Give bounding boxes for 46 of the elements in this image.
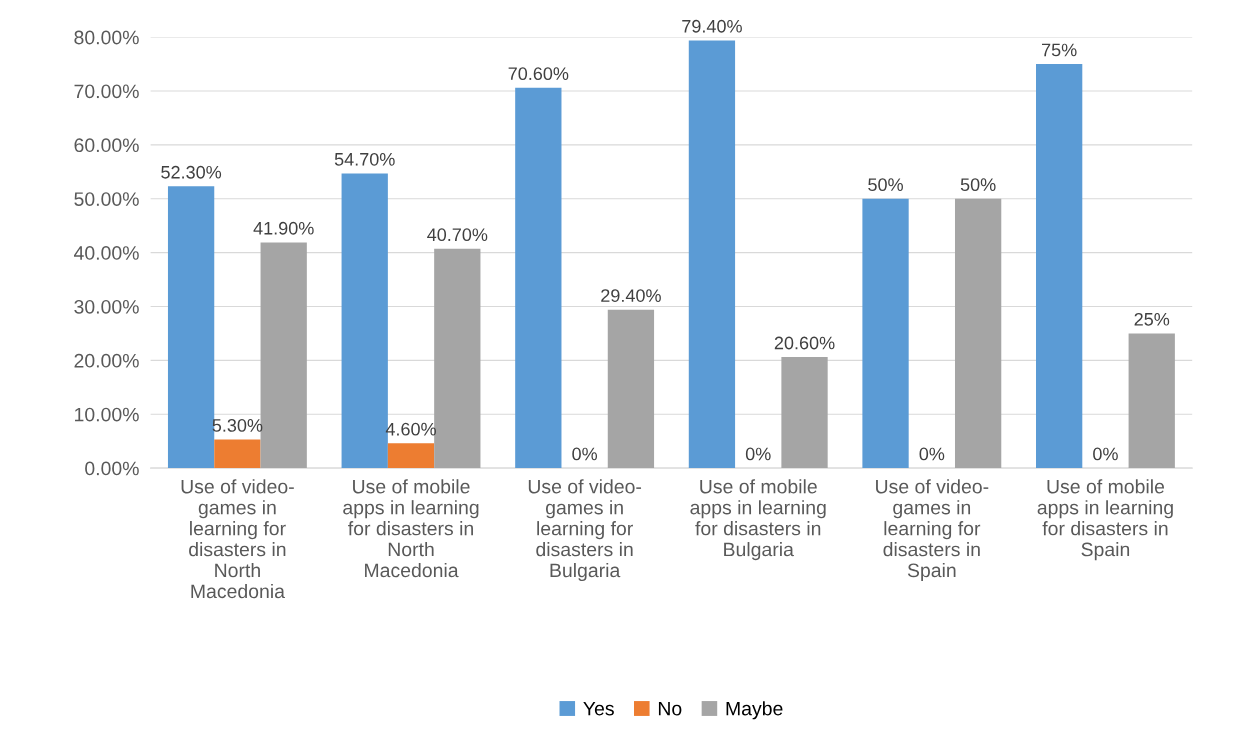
- data-label: 29.40%: [601, 289, 661, 302]
- x-tick-label: Use of video- games in learning for disasters in Spain: [876, 479, 989, 582]
- data-label: 0%: [1093, 447, 1118, 461]
- y-tick-label: 80.00%: [74, 30, 139, 45]
- data-label: 25%: [1134, 312, 1170, 326]
- y-tick-label: 10.00%: [75, 407, 139, 422]
- data-label: 50%: [960, 178, 996, 192]
- data-label: 0%: [745, 447, 771, 461]
- x-tick-label: Use of mobile apps in learning for disasters in Bulgaria: [690, 479, 826, 561]
- data-label: 50%: [868, 178, 903, 192]
- legend-label: No: [658, 701, 682, 716]
- legend-label: Maybe: [726, 701, 783, 720]
- data-label: 52.30%: [161, 165, 222, 179]
- y-tick-label: 70.00%: [74, 84, 139, 99]
- y-tick-label: 50.00%: [74, 192, 139, 206]
- bar: [954, 198, 1002, 469]
- data-label: 54.70%: [334, 152, 395, 166]
- data-label: 0%: [572, 447, 598, 461]
- y-tick-label: 0.00%: [85, 461, 139, 476]
- data-label: 41.90%: [253, 221, 314, 235]
- bar: [434, 248, 481, 469]
- bar: [515, 87, 562, 469]
- data-label: 75%: [1042, 43, 1077, 57]
- bar: [781, 357, 828, 469]
- bar: [862, 198, 909, 469]
- bar: [214, 439, 261, 469]
- data-label: 79.40%: [682, 19, 742, 33]
- bar: [1036, 64, 1083, 469]
- bar: [1128, 333, 1175, 469]
- x-tick-label: Use of mobile apps in learning for disasters in North Macedonia: [343, 479, 479, 578]
- y-tick-label: 40.00%: [73, 246, 139, 260]
- legend-label: Yes: [583, 701, 614, 716]
- x-tick-label: Use of mobile apps in learning for disasters in Spain: [1037, 479, 1173, 561]
- bar: [688, 40, 736, 469]
- bar: [607, 309, 655, 469]
- y-tick-label: 60.00%: [74, 138, 139, 153]
- bar: [387, 443, 435, 469]
- data-label: 20.60%: [774, 336, 835, 350]
- x-tick-label: Use of video- games in learning for disasters in North Macedonia: [181, 479, 294, 599]
- data-label: 40.70%: [427, 228, 488, 242]
- x-tick-label: Use of video- games in learning for disasters in Bulgaria: [528, 479, 642, 582]
- data-label: 0%: [919, 447, 945, 461]
- data-label: 70.60%: [508, 67, 569, 81]
- bar: [341, 173, 388, 469]
- y-tick-label: 30.00%: [74, 299, 139, 314]
- y-tick-label: 20.00%: [74, 353, 139, 368]
